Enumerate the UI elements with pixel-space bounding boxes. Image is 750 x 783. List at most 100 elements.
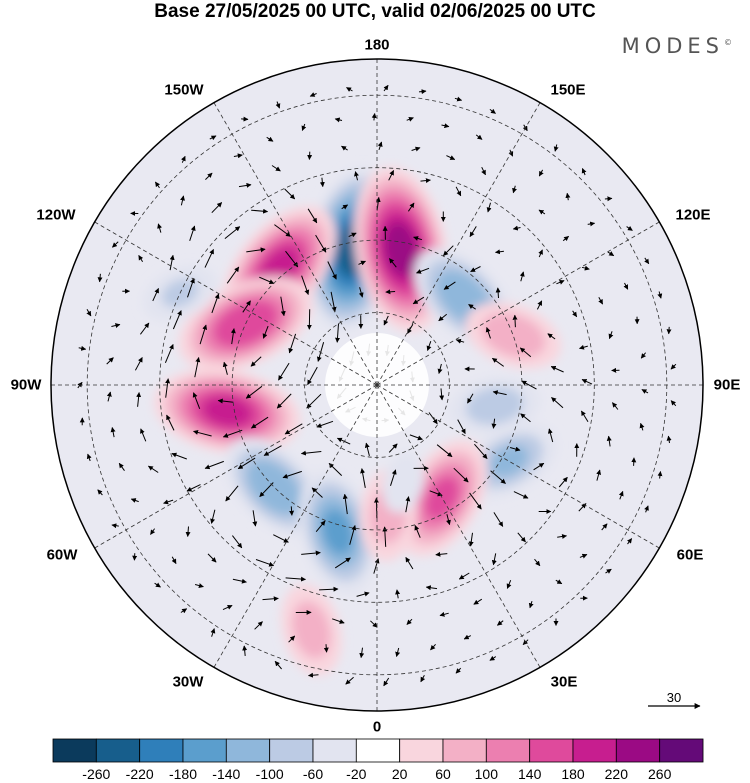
wind-arrow — [316, 420, 334, 428]
wind-arrow — [164, 343, 174, 363]
wind-arrow — [463, 634, 472, 640]
wind-arrow — [157, 223, 162, 233]
wind-arrow — [237, 457, 256, 470]
wind-arrow — [606, 435, 612, 447]
wind-arrow — [639, 422, 645, 431]
wind-arrow — [154, 181, 161, 189]
wind-arrow — [334, 117, 343, 123]
wind-arrow — [580, 410, 589, 423]
wind-arrow — [420, 674, 426, 683]
wind-arrow — [538, 249, 543, 258]
wind-arrow — [280, 296, 286, 317]
colorbar-tick-label: 100 — [474, 766, 498, 782]
wind-arrow — [186, 484, 201, 492]
wind-arrow — [342, 493, 348, 515]
wind-arrow — [251, 208, 269, 214]
wind-arrow — [513, 491, 529, 499]
wind-arrow — [562, 235, 569, 242]
wind-arrow — [111, 323, 121, 328]
wind-arrow — [377, 141, 383, 151]
meridian-line — [213, 384, 378, 668]
wind-arrow — [468, 532, 474, 547]
wind-arrow — [345, 676, 354, 685]
lon-label-30e: 30E — [550, 673, 578, 691]
wind-arrow — [306, 393, 322, 409]
wind-arrow — [185, 526, 191, 537]
wind-arrow — [468, 303, 476, 310]
wind-arrow — [259, 276, 275, 285]
wind-arrow — [210, 628, 216, 637]
wind-arrow — [319, 586, 339, 592]
wind-arrow — [587, 221, 596, 227]
wind-arrow — [390, 469, 397, 486]
lon-label-30w: 30W — [172, 673, 204, 691]
wind-arrow — [430, 643, 436, 651]
wind-arrow — [641, 389, 649, 394]
lon-label-180: 180 — [364, 36, 390, 54]
wind-arrow — [607, 251, 615, 257]
wind-arrow — [474, 443, 488, 459]
meridian-line — [376, 102, 541, 386]
wind-arrow — [605, 568, 612, 574]
wind-arrow — [301, 123, 307, 131]
wind-arrow — [204, 248, 214, 268]
wind-arrow — [453, 467, 469, 483]
wind-arrow — [598, 296, 604, 305]
colorbar-swatch — [355, 738, 401, 763]
wind-arrow — [395, 589, 401, 599]
wind-arrow — [284, 188, 296, 200]
colorbar-tick-label: -180 — [168, 766, 198, 782]
wind-arrow — [581, 379, 593, 385]
wind-arrow — [557, 534, 567, 539]
wind-arrow — [358, 287, 364, 298]
wind-arrow — [262, 596, 279, 602]
graticule — [51, 59, 703, 711]
wind-arrow — [405, 556, 414, 570]
wind-arrow — [416, 267, 430, 274]
wind-arrow — [193, 430, 212, 437]
wind-arrow — [412, 296, 425, 305]
wind-arrow — [187, 277, 195, 298]
wind-arrow — [626, 225, 633, 231]
wind-arrow — [601, 523, 608, 531]
wind-arrow — [111, 523, 119, 529]
wind-arrow — [346, 87, 353, 92]
wind-arrow — [489, 655, 497, 661]
wind-arrow — [140, 428, 147, 442]
wind-arrow — [86, 453, 92, 462]
colorbar-tick-label: 260 — [648, 766, 672, 782]
wind-arrow — [517, 532, 526, 543]
map-border — [50, 58, 704, 712]
wind-arrow — [327, 261, 337, 280]
wind-arrow — [360, 468, 366, 488]
wind-arrow — [382, 526, 388, 547]
meridian-line — [376, 384, 541, 668]
brand-name: MODES — [621, 34, 724, 58]
wind-arrow — [443, 245, 454, 256]
wind-arrow — [315, 520, 326, 533]
wind-arrow — [250, 416, 269, 429]
wind-arrow — [364, 442, 370, 457]
wind-arrow — [551, 397, 564, 409]
anomaly-contour — [481, 312, 546, 358]
wind-arrow — [657, 291, 663, 299]
anomaly-contour — [202, 395, 253, 427]
wind-arrow — [311, 487, 323, 498]
wind-arrow — [436, 444, 453, 458]
wind-arrow — [425, 585, 438, 591]
wind-arrow — [334, 557, 351, 569]
wind-arrow — [528, 600, 534, 609]
anomaly-contour — [489, 445, 529, 478]
wind-arrow — [284, 423, 303, 435]
wind-arrow — [443, 281, 456, 290]
wind-arrow — [579, 553, 588, 559]
wind-arrow — [282, 470, 302, 479]
wind-arrow — [581, 168, 587, 176]
wind-arrow — [189, 225, 196, 241]
wind-arrow — [666, 326, 672, 335]
wind-arrow — [389, 258, 397, 268]
wind-arrow — [596, 469, 602, 481]
wind-arrow — [405, 496, 411, 513]
wind-arrow — [618, 490, 624, 500]
wind-arrow — [323, 644, 329, 653]
